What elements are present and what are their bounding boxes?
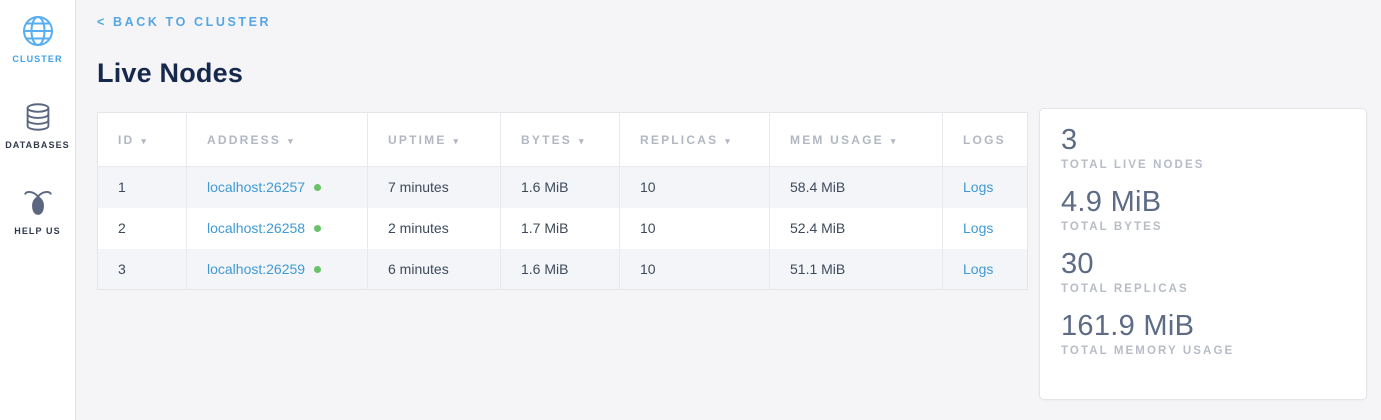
node-address-link[interactable]: localhost:26257 <box>207 179 306 196</box>
column-header-address[interactable]: ADDRESS ▾ <box>186 112 368 167</box>
table-row: 3 localhost:26259 6 minutes 1.6 MiB 10 5… <box>97 248 1028 290</box>
node-id-cell: 2 <box>97 207 187 249</box>
node-address-cell: localhost:26259 <box>186 248 368 290</box>
cockroach-bug-icon <box>19 184 57 222</box>
node-uptime-cell: 6 minutes <box>367 248 501 290</box>
node-replicas-cell: 10 <box>619 207 770 249</box>
live-nodes-table: ID ▾ ADDRESS ▾ UPTIME ▾ BYTES ▾ REPLICAS ▾ ME… <box>97 112 1028 290</box>
node-id-cell: 1 <box>97 166 187 208</box>
sort-descending-icon: ▾ <box>725 135 730 146</box>
summary-stat: 30 TOTAL REPLICAS <box>1061 246 1345 295</box>
sort-descending-icon: ▾ <box>141 135 146 146</box>
node-logs-cell: Logs <box>942 207 1028 249</box>
page-title: Live Nodes <box>97 58 244 88</box>
column-header-logs: LOGS <box>942 112 1028 167</box>
node-live-status-icon <box>314 225 322 232</box>
node-bytes-cell: 1.7 MiB <box>500 207 620 249</box>
sort-descending-icon: ▾ <box>453 135 459 146</box>
node-uptime-cell: 2 minutes <box>367 207 501 249</box>
node-uptime-cell: 7 minutes <box>367 166 501 208</box>
node-address-link[interactable]: localhost:26259 <box>207 260 306 277</box>
summary-stat: 3 TOTAL LIVE NODES <box>1061 122 1345 171</box>
node-logs-cell: Logs <box>942 248 1028 290</box>
table-row: 2 localhost:26258 2 minutes 1.7 MiB 10 5… <box>97 207 1028 249</box>
stat-label: TOTAL BYTES <box>1061 221 1163 233</box>
node-mem-usage-cell: 52.4 MiB <box>769 207 943 249</box>
sidebar-item-databases[interactable]: DATABASES <box>0 98 75 150</box>
node-address-cell: localhost:26258 <box>186 207 368 249</box>
column-header-replicas[interactable]: REPLICAS ▾ <box>619 112 770 167</box>
stat-label: TOTAL REPLICAS <box>1061 283 1189 295</box>
stat-value: 161.9 MiB <box>1061 310 1195 342</box>
stat-value: 30 <box>1061 248 1094 280</box>
stat-value: 3 <box>1061 124 1078 156</box>
node-logs-link[interactable]: Logs <box>963 260 994 277</box>
back-to-cluster-link[interactable]: < BACK TO CLUSTER <box>97 15 272 29</box>
node-bytes-cell: 1.6 MiB <box>500 166 620 208</box>
node-live-status-icon <box>314 265 322 273</box>
node-address-link[interactable]: localhost:26258 <box>207 220 306 236</box>
cluster-summary-card: 3 TOTAL LIVE NODES 4.9 MiB TOTAL BYTES 3… <box>1039 108 1367 400</box>
node-logs-link[interactable]: Logs <box>963 220 994 236</box>
node-replicas-cell: 10 <box>619 248 770 290</box>
node-mem-usage-cell: 58.4 MiB <box>769 166 943 208</box>
column-header-id[interactable]: ID ▾ <box>97 112 187 167</box>
node-logs-link[interactable]: Logs <box>963 179 994 196</box>
sort-descending-icon: ▾ <box>579 135 584 146</box>
globe-icon <box>19 12 57 50</box>
databases-icon <box>19 98 57 136</box>
summary-stat: 4.9 MiB TOTAL BYTES <box>1061 184 1345 233</box>
node-replicas-cell: 10 <box>619 166 770 208</box>
sidebar-item-label: DATABASES <box>5 140 70 150</box>
sidebar-item-label: HELP US <box>14 226 61 236</box>
node-live-status-icon <box>314 184 322 192</box>
node-id-cell: 3 <box>97 248 187 290</box>
stat-value: 4.9 MiB <box>1061 186 1162 218</box>
sidebar-item-helpus[interactable]: HELP US <box>0 184 75 236</box>
stat-label: TOTAL LIVE NODES <box>1061 159 1205 171</box>
table-row: 1 localhost:26257 7 minutes 1.6 MiB 10 5… <box>97 166 1028 208</box>
column-header-mem-usage[interactable]: MEM USAGE ▾ <box>769 112 943 167</box>
summary-stat: 161.9 MiB TOTAL MEMORY USAGE <box>1061 308 1345 357</box>
column-header-uptime[interactable]: UPTIME ▾ <box>367 112 501 167</box>
sidebar-item-label: CLUSTER <box>12 54 63 64</box>
sidebar-item-cluster[interactable]: CLUSTER <box>0 12 75 64</box>
node-bytes-cell: 1.6 MiB <box>500 248 620 290</box>
node-mem-usage-cell: 51.1 MiB <box>769 248 943 290</box>
sort-descending-icon: ▾ <box>890 135 896 146</box>
node-logs-cell: Logs <box>942 166 1028 208</box>
table-header: ID ▾ ADDRESS ▾ UPTIME ▾ BYTES ▾ REPLICAS ▾ ME… <box>97 112 1028 167</box>
node-address-cell: localhost:26257 <box>186 166 368 208</box>
stat-label: TOTAL MEMORY USAGE <box>1061 345 1235 357</box>
column-header-bytes[interactable]: BYTES ▾ <box>500 112 620 167</box>
sidebar: CLUSTER DATABASES HELP US <box>0 0 76 420</box>
sort-descending-icon: ▾ <box>288 135 293 146</box>
